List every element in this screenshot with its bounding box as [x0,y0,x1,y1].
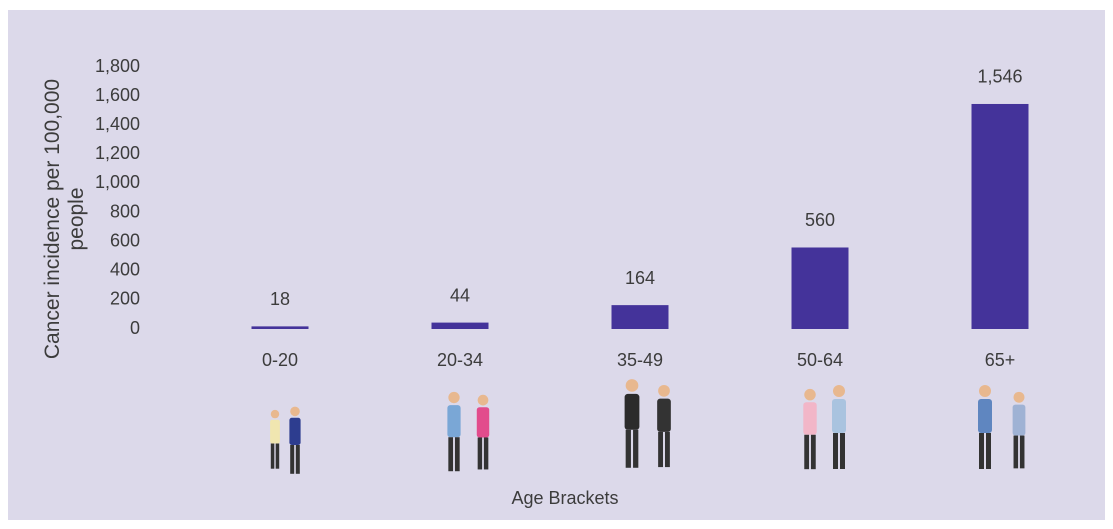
y-tick-label: 1,600 [95,85,140,105]
data-label: 560 [805,210,835,230]
x-tick-label: 20-34 [437,350,483,370]
bar [431,322,489,329]
x-tick-label: 0-20 [262,350,298,370]
y-tick-label: 1,200 [95,143,140,163]
y-tick-label: 800 [110,201,140,221]
plot: 0 200 400 600 800 1,000 1,200 1,400 1,600 1,800 18… [95,56,1029,370]
bar [251,326,309,329]
x-tick-label: 35-49 [617,350,663,370]
data-label: 164 [625,268,655,288]
y-axis-title: Cancer incidence per 100,000 people [41,78,88,360]
y-tick-label: 600 [110,230,140,250]
bar [791,247,849,329]
y-tick-label: 1,800 [95,56,140,76]
bar [971,103,1029,330]
background [8,10,1105,520]
data-label: 1,546 [977,67,1022,87]
data-label: 18 [270,289,290,309]
bar [611,305,669,329]
y-tick-label: 200 [110,289,140,309]
y-tick-label: 1,400 [95,114,140,134]
y-tick-label: 0 [130,318,140,338]
y-tick-label: 400 [110,260,140,280]
data-label: 44 [450,285,470,305]
x-axis-title: Age Brackets [511,488,618,508]
x-tick-label: 50-64 [797,350,843,370]
y-tick-label: 1,000 [95,172,140,192]
x-tick-label: 65+ [985,350,1016,370]
